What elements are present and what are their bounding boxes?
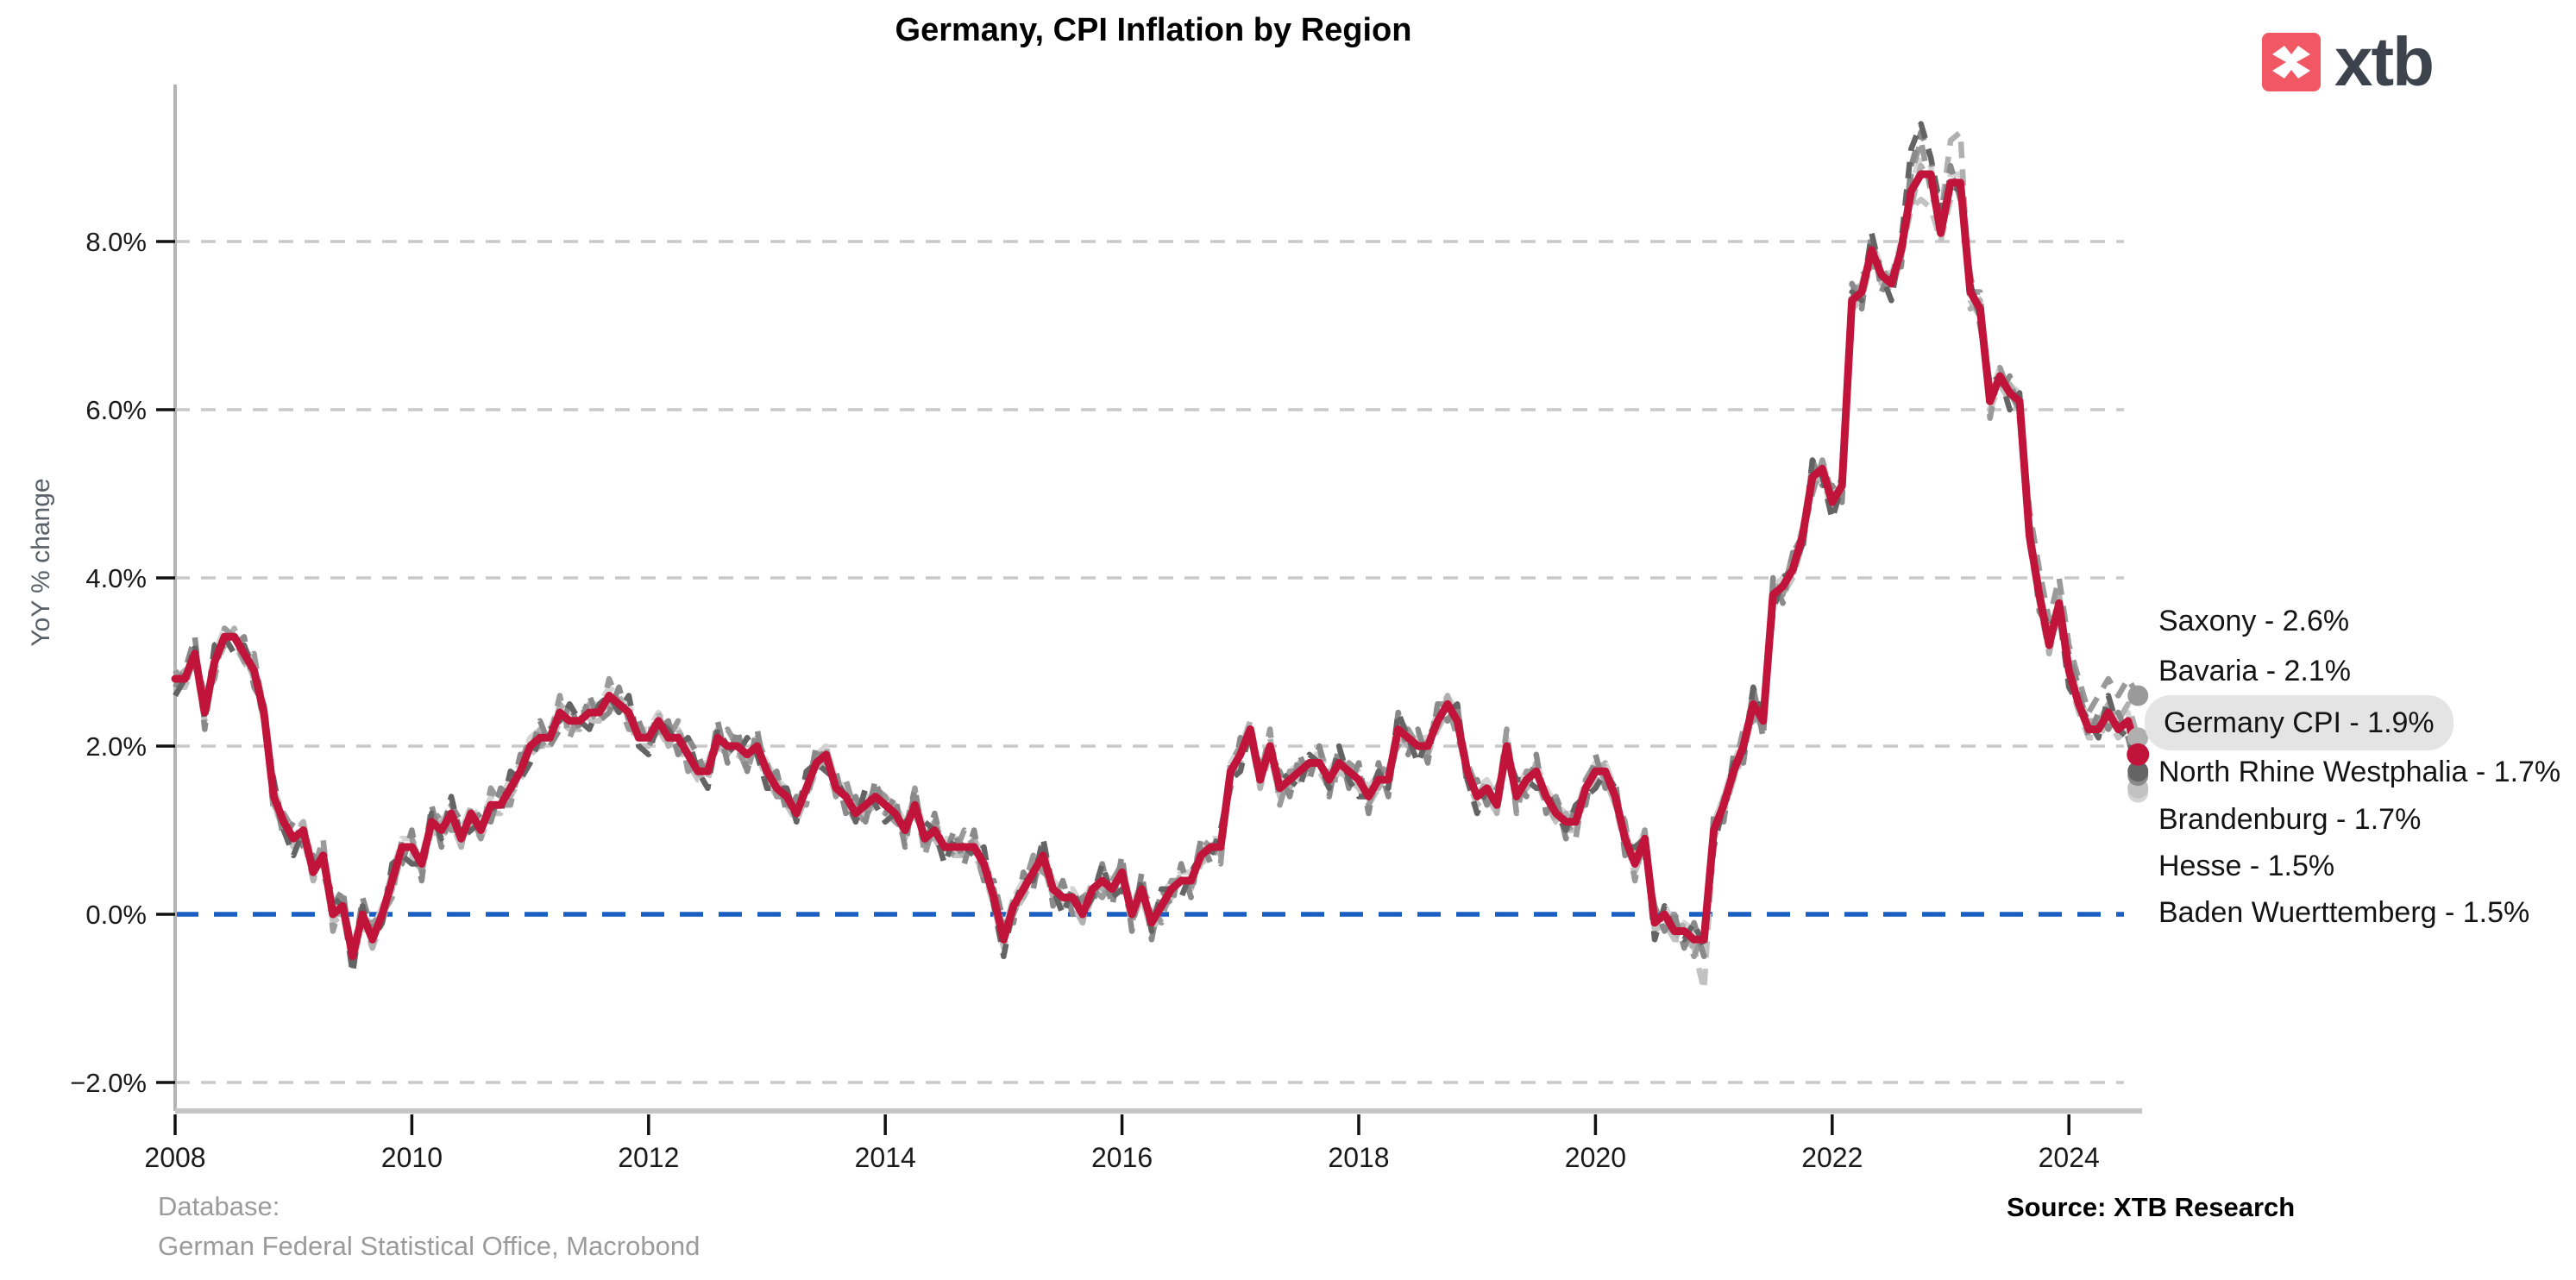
series-line-germany-cpi <box>171 170 2142 961</box>
x-tick-label-2018: 2018 <box>1328 1142 1389 1173</box>
database-source: German Federal Statistical Office, Macro… <box>158 1231 701 1261</box>
end-dot-germany-cpi <box>2127 743 2150 766</box>
xtb-logo-mark <box>2262 33 2321 91</box>
end-dot-bavaria <box>2127 727 2149 749</box>
x-tick-label-2024: 2024 <box>2039 1142 2100 1173</box>
series-line-north-rhine-westphalia <box>173 121 2141 976</box>
series-line-hesse <box>175 188 2141 994</box>
x-tick-label-2020: 2020 <box>1565 1142 1626 1173</box>
end-dot-north-rhine-westphalia <box>2127 761 2149 782</box>
y-tick-label-2: 2.0% <box>85 731 147 762</box>
y-tick-label--2: −2.0% <box>70 1068 147 1098</box>
y-tick-label-0: 0.0% <box>85 900 147 930</box>
xtb-logo-text: xtb <box>2334 23 2435 100</box>
database-label: Database: <box>158 1191 280 1221</box>
x-tick-label-2016: 2016 <box>1091 1142 1153 1173</box>
x-tick-label-2010: 2010 <box>381 1142 443 1173</box>
xtb-logo: xtb <box>2262 23 2435 100</box>
x-tick-label-2008: 2008 <box>144 1142 205 1173</box>
end-dot-saxony <box>2127 685 2149 706</box>
y-tick-label-8: 8.0% <box>85 227 147 257</box>
x-tick-label-2014: 2014 <box>855 1142 916 1173</box>
xtb-x-bird-icon <box>2272 46 2310 78</box>
x-tick-label-2022: 2022 <box>1801 1142 1863 1173</box>
x-tick-label-2012: 2012 <box>618 1142 679 1173</box>
series-line-brandenburg <box>173 129 2141 968</box>
chart-title: Germany, CPI Inflation by Region <box>895 12 1412 48</box>
source-note: Source: XTB Research <box>2007 1192 2296 1222</box>
y-tick-label-6: 6.0% <box>85 395 147 425</box>
y-tick-label-4: 4.0% <box>85 563 147 593</box>
